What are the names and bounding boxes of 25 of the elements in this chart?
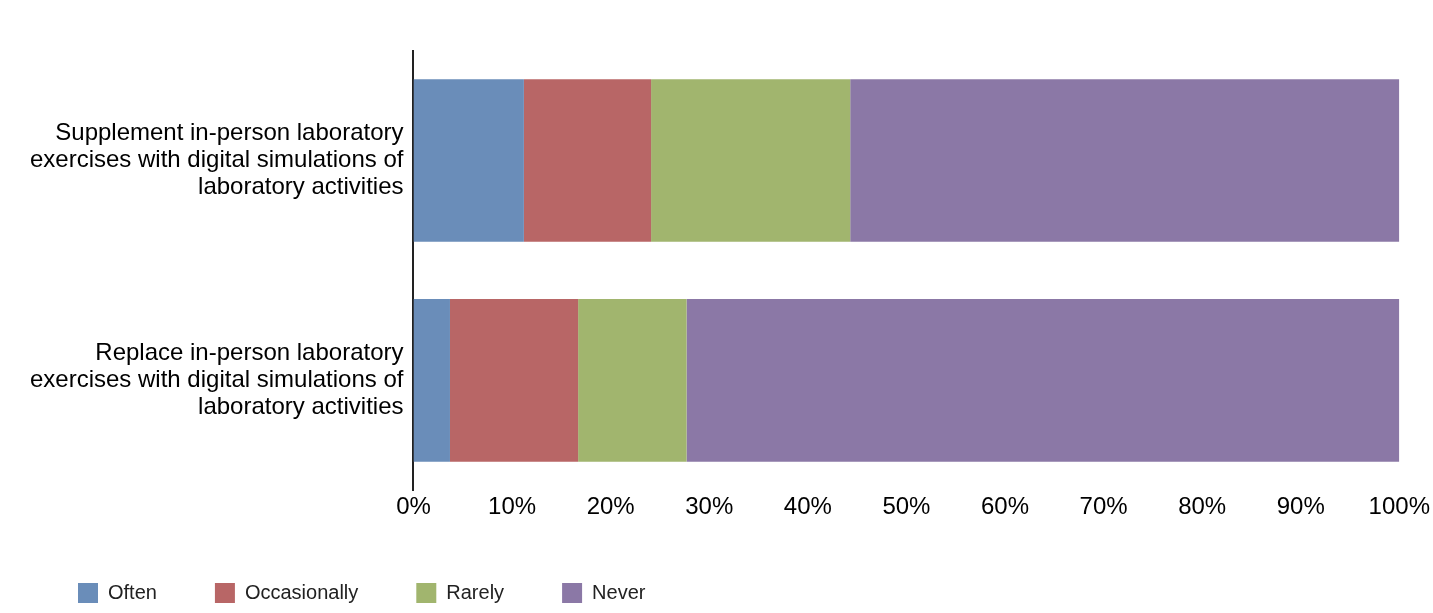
x-tick-label: 20% (586, 492, 635, 520)
x-tick-label: 10% (488, 492, 537, 520)
bar (413, 299, 450, 462)
bar (413, 79, 524, 242)
y-tick-label: Replace in-person laboratory exercises with digital simulations of laboratory activities (29, 337, 404, 420)
bar (651, 79, 851, 242)
x-tick-label: 60% (980, 492, 1029, 520)
x-tick-label: 90% (1276, 492, 1325, 520)
x-tick-label: 50% (882, 492, 931, 520)
x-tick-label: 0% (396, 492, 431, 520)
legend-label: Occasionally (244, 580, 359, 603)
x-tick-label: 40% (783, 492, 832, 520)
y-tick-label: Supplement in-person laboratory exercises with digital simulations of laboratory activities (29, 118, 404, 200)
x-tick-label: 100% (1368, 492, 1430, 520)
legend-label: Rarely (446, 580, 505, 603)
legend-label: Often (108, 580, 157, 603)
bar (578, 299, 687, 462)
x-tick-label: 70% (1079, 492, 1128, 520)
x-tick-label: 30% (685, 492, 734, 520)
bar (449, 299, 579, 462)
bar (523, 79, 652, 242)
bar (850, 79, 1400, 242)
bar (686, 299, 1400, 462)
legend-label: Never (592, 580, 646, 603)
x-tick-label: 80% (1178, 492, 1227, 520)
